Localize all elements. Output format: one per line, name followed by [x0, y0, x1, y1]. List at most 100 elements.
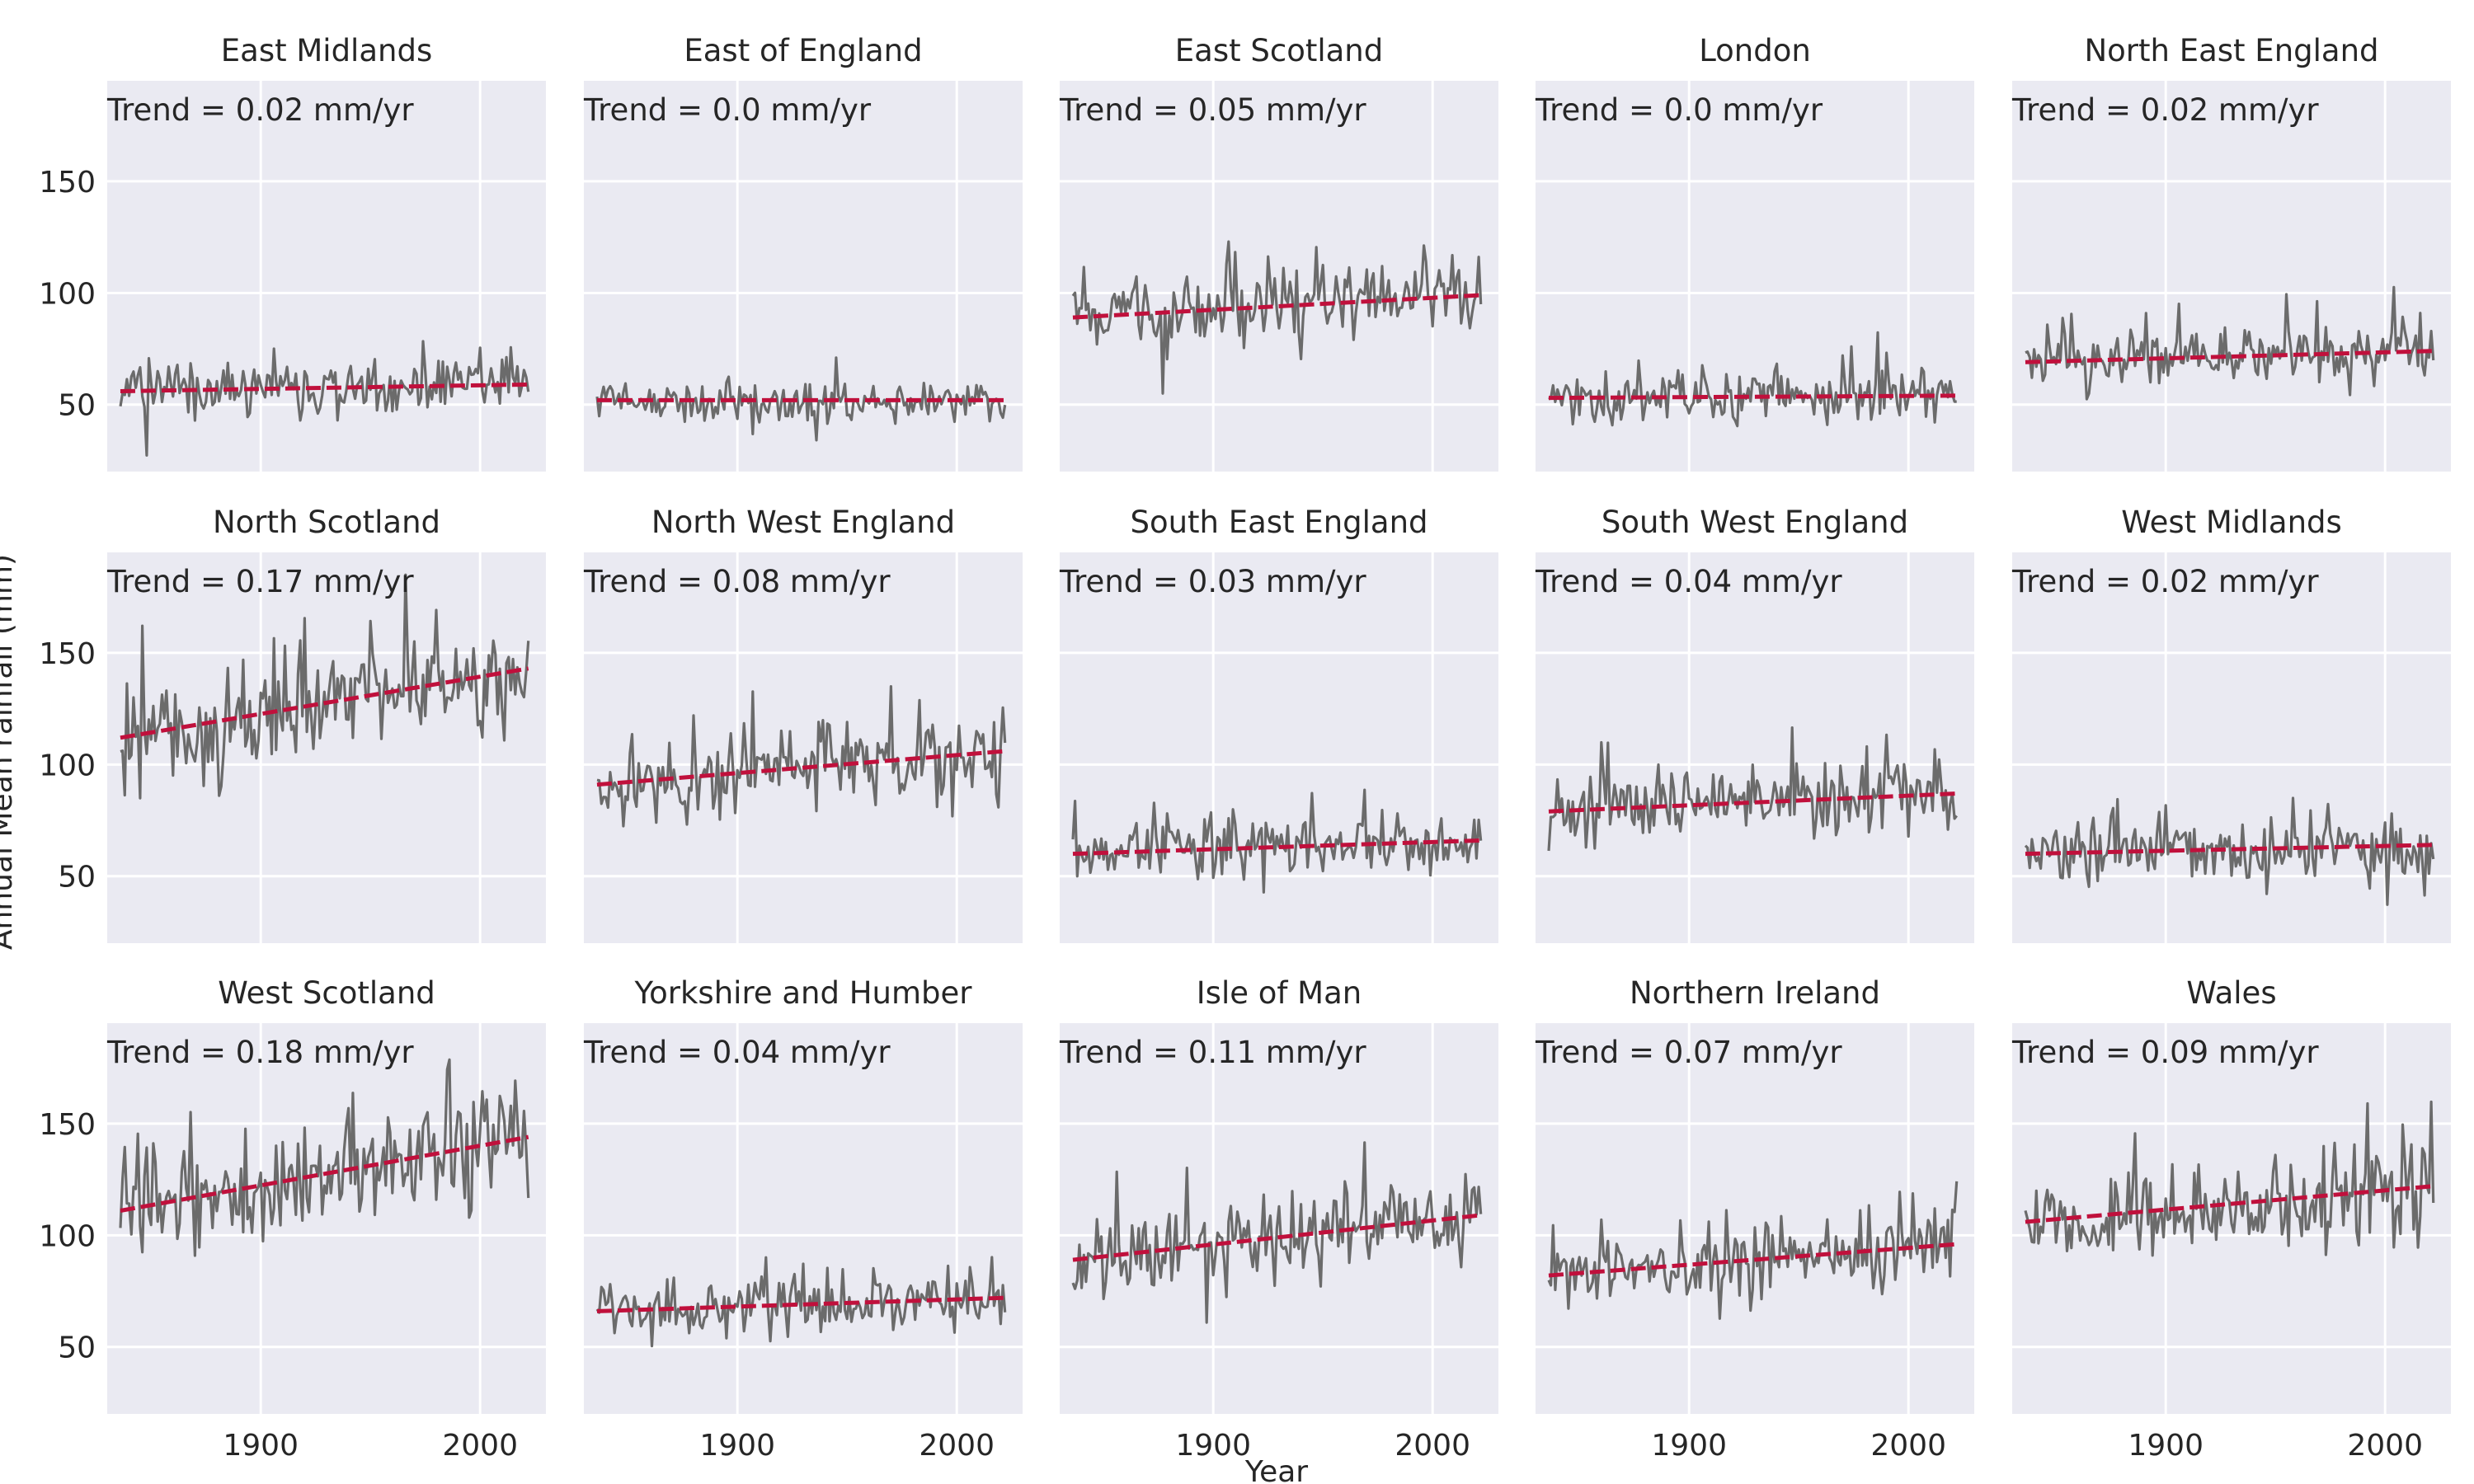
trend-annotation: Trend = 0.18 mm/yr: [106, 1035, 414, 1070]
rainfall-series-line: [2024, 796, 2435, 906]
trend-line: [2025, 843, 2434, 857]
trend-annotation: Trend = 0.03 mm/yr: [1059, 564, 1366, 599]
panel-west-midlands: West Midlands Trend = 0.02 mm/yr: [2011, 505, 2451, 943]
rainfall-series-line: [1071, 240, 1483, 395]
x-tick-label: 1900: [1175, 1429, 1251, 1463]
rainfall-series-line: [1071, 1141, 1483, 1324]
trend-line: [120, 666, 529, 740]
y-tick-label: 100: [39, 1219, 96, 1253]
panel-east-midlands: East Midlands Trend = 0.02 mm/yr 50 100 150: [39, 33, 546, 472]
panel-title: East Midlands: [221, 33, 432, 68]
trend-annotation: Trend = 0.04 mm/yr: [1535, 564, 1842, 599]
panel-isle-of-man: Isle of Man Trend = 0.11 mm/yr 1900 2000: [1059, 975, 1498, 1463]
trend-line: [2025, 349, 2434, 364]
x-tick-label: 2000: [1395, 1429, 1470, 1463]
y-axis-label: Annual Mean rainfall (mm): [0, 554, 19, 950]
panel-south-west-england: South West England Trend = 0.04 mm/yr: [1535, 505, 1974, 943]
trend-annotation: Trend = 0.02 mm/yr: [2011, 564, 2319, 599]
trend-line: [1548, 1242, 1957, 1278]
panel-title: West Midlands: [2121, 505, 2342, 540]
rainfall-series-line: [595, 356, 1007, 442]
panel-title: East of England: [684, 33, 922, 68]
rainfall-series-line: [596, 684, 1007, 828]
panel-title: South West England: [1602, 505, 1908, 540]
y-tick-label: 100: [39, 277, 96, 311]
panel-west-scotland: West Scotland Trend = 0.18 mm/yr 50 100 150 1…: [39, 975, 546, 1463]
panel-title: North Scotland: [213, 505, 440, 540]
x-tick-label: 1900: [2128, 1429, 2204, 1463]
panel-background: [1060, 552, 1498, 943]
panel-title: East Scotland: [1175, 33, 1383, 68]
panel-north-west-england: North West England Trend = 0.08 mm/yr: [583, 505, 1023, 943]
x-axis-label: Year: [1244, 1455, 1308, 1484]
trend-annotation: Trend = 0.05 mm/yr: [1059, 92, 1366, 128]
panel-background: [107, 81, 546, 472]
panel-title: South East England: [1130, 505, 1427, 540]
rainfall-series-line: [2024, 1100, 2435, 1257]
y-tick-label: 100: [39, 749, 96, 782]
trend-line: [1072, 838, 1481, 857]
rainfall-series-line: [1547, 726, 1958, 852]
rainfall-series-line: [1547, 1181, 1959, 1320]
panel-background: [2012, 81, 2451, 472]
panel-wales: Wales Trend = 0.09 mm/yr 1900 2000: [2011, 975, 2451, 1463]
x-tick-label: 2000: [1870, 1429, 1946, 1463]
rainfall-series-line: [2025, 285, 2435, 401]
trend-line: [596, 1295, 1005, 1313]
panel-background: [584, 1023, 1023, 1414]
panel-title: Northern Ireland: [1630, 975, 1880, 1011]
panel-background: [107, 552, 546, 943]
trend-line: [1072, 293, 1481, 320]
trend-annotation: Trend = 0.0 mm/yr: [1535, 92, 1823, 128]
trend-annotation: Trend = 0.02 mm/yr: [2011, 92, 2319, 128]
x-tick-label: 1900: [1651, 1429, 1727, 1463]
trend-annotation: Trend = 0.09 mm/yr: [2011, 1035, 2319, 1070]
trend-line: [120, 382, 529, 393]
panel-title: North East England: [2084, 33, 2378, 68]
panel-background: [2012, 552, 2451, 943]
x-tick-label: 2000: [2347, 1429, 2423, 1463]
rainfall-series-line: [120, 573, 530, 800]
trend-annotation: Trend = 0.17 mm/yr: [106, 564, 414, 599]
trend-line: [1548, 393, 1957, 401]
trend-annotation: Trend = 0.07 mm/yr: [1535, 1035, 1842, 1070]
rainfall-series-line: [595, 1256, 1007, 1348]
x-tick-label: 2000: [919, 1429, 995, 1463]
panel-northern-ireland: Northern Ireland Trend = 0.07 mm/yr 1900 20…: [1535, 975, 1974, 1463]
trend-line: [120, 1134, 529, 1213]
trend-annotation: Trend = 0.0 mm/yr: [583, 92, 872, 128]
panel-title: London: [1699, 33, 1811, 68]
panel-east-scotland: East Scotland Trend = 0.05 mm/yr: [1059, 33, 1498, 472]
trend-line: [1072, 1213, 1481, 1262]
panel-title: Yorkshire and Humber: [633, 975, 972, 1011]
rainfall-series-line: [1548, 331, 1957, 428]
y-tick-label: 50: [58, 1331, 96, 1365]
panel-title: West Scotland: [218, 975, 435, 1011]
trend-annotation: Trend = 0.04 mm/yr: [583, 1035, 891, 1070]
panel-north-east-england: North East England Trend = 0.02 mm/yr: [2011, 33, 2451, 472]
panel-title: Wales: [2186, 975, 2276, 1011]
x-tick-label: 1900: [223, 1429, 299, 1463]
x-tick-label: 2000: [442, 1429, 518, 1463]
y-tick-label: 50: [58, 389, 96, 423]
panel-title: Isle of Man: [1197, 975, 1362, 1011]
rainfall-series-line: [119, 1058, 530, 1257]
panel-south-east-england: South East England Trend = 0.03 mm/yr: [1059, 505, 1498, 943]
trend-line: [1548, 791, 1957, 814]
panel-title: North West England: [651, 505, 955, 540]
y-tick-label: 150: [39, 637, 96, 671]
panel-background: [1060, 81, 1498, 472]
y-tick-label: 150: [39, 166, 96, 200]
trend-line: [2025, 1184, 2434, 1224]
trend-annotation: Trend = 0.08 mm/yr: [583, 564, 891, 599]
panel-london: London Trend = 0.0 mm/yr: [1535, 33, 1974, 472]
panel-east-of-england: East of England Trend = 0.0 mm/yr: [583, 33, 1023, 472]
panel-yorkshire-and-humber: Yorkshire and Humber Trend = 0.04 mm/yr 19…: [583, 975, 1023, 1463]
panel-north-scotland: North Scotland Trend = 0.17 mm/yr 50 100 150: [39, 505, 546, 943]
trend-line: [596, 749, 1005, 787]
trend-annotation: Trend = 0.02 mm/yr: [106, 92, 414, 128]
x-tick-label: 1900: [699, 1429, 775, 1463]
y-tick-label: 150: [39, 1108, 96, 1142]
